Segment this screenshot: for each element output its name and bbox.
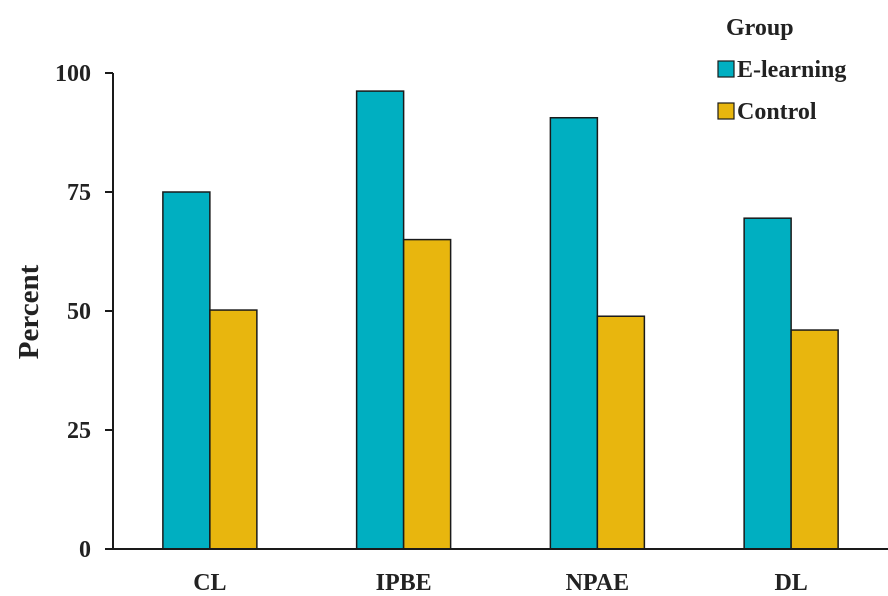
legend-label-control: Control: [737, 99, 817, 125]
legend-items: E-learning Control: [717, 57, 846, 125]
bar-control-ipbe: [402, 238, 452, 550]
bar-e-learning-cl: [162, 191, 211, 550]
bar-control-dl: [790, 329, 839, 550]
x-tick-label: DL: [774, 570, 807, 596]
y-tick-label: 0: [79, 537, 91, 563]
bar-e-learning-dl: [743, 217, 792, 550]
y-tick-label: 75: [67, 180, 91, 206]
bar-e-learning-ipbe: [355, 90, 405, 550]
legend-label-e-learning: E-learning: [737, 57, 846, 83]
bar-control-npae: [596, 315, 646, 550]
y-tick-label: 50: [67, 299, 91, 325]
y-tick-label: 25: [67, 418, 91, 444]
bars: [162, 90, 839, 550]
y-axis-title: Percent: [13, 264, 45, 359]
legend-swatch-control: [717, 102, 735, 120]
x-tick-label: IPBE: [376, 570, 432, 596]
x-tick-label: CL: [193, 570, 226, 596]
y-axis-title-group: Percent: [13, 264, 45, 359]
x-axis-labels: CL IPBE NPAE DL: [193, 570, 808, 596]
x-tick-label: NPAE: [566, 570, 630, 596]
legend: Group E-learning Control: [717, 15, 846, 125]
legend-title: Group: [726, 15, 794, 41]
legend-swatch-e-learning: [717, 60, 735, 78]
y-axis-ticks: 0 25 50 75 100: [55, 61, 113, 563]
bar-control-cl: [209, 309, 258, 550]
axes: [112, 73, 888, 550]
y-tick-label: 100: [55, 61, 91, 87]
bar-e-learning-npae: [549, 116, 599, 550]
